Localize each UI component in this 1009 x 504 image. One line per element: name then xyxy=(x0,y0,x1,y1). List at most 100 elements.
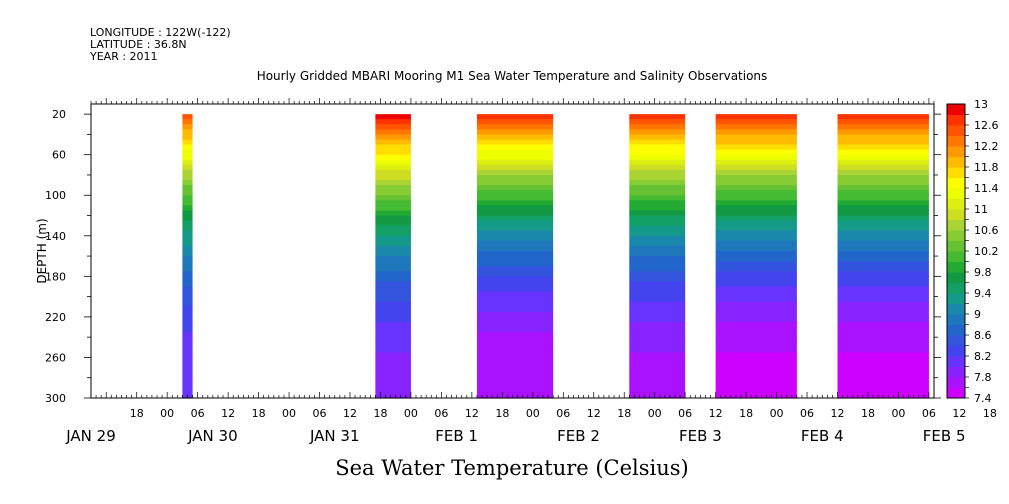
x-tick-labels: 18 00 06 12 18 00 06 12 18 00 06 12 18 00 06 12 18 00 06 12… xyxy=(130,407,997,420)
x-tick-label: 06 xyxy=(678,407,692,420)
data-band xyxy=(182,139,193,146)
data-band xyxy=(715,190,797,196)
data-band xyxy=(837,316,929,323)
data-band xyxy=(182,327,193,333)
colorbar-label: 9 xyxy=(974,308,981,321)
data-band xyxy=(182,382,193,389)
data-band xyxy=(837,261,929,267)
data-band xyxy=(476,210,554,217)
data-band xyxy=(629,286,686,293)
colorbar-swatch xyxy=(947,345,965,357)
data-band xyxy=(476,392,554,399)
data-band xyxy=(837,169,929,176)
data-band xyxy=(182,321,193,328)
data-band xyxy=(837,195,929,201)
colorbar-swatch xyxy=(947,114,965,126)
x-tick-label: 18 xyxy=(495,407,509,420)
data-band xyxy=(715,215,797,222)
data-band xyxy=(715,311,797,318)
data-band xyxy=(837,321,929,328)
data-band xyxy=(715,337,797,343)
y-tick-label: 100 xyxy=(45,189,66,202)
data-band xyxy=(629,392,686,399)
data-band xyxy=(476,134,554,141)
data-band xyxy=(629,291,686,298)
data-band xyxy=(715,276,797,283)
data-block xyxy=(375,114,411,399)
colorbar-label: 7.4 xyxy=(974,392,992,405)
data-band xyxy=(375,347,411,353)
data-band xyxy=(629,377,686,384)
data-band xyxy=(182,215,193,222)
data-band xyxy=(715,281,797,288)
data-band xyxy=(629,139,686,146)
data-band xyxy=(182,200,193,206)
data-band xyxy=(476,327,554,333)
data-band xyxy=(375,281,411,288)
x-tick-label: 18 xyxy=(373,407,387,420)
data-band xyxy=(715,164,797,171)
chart-title: Hourly Gridded MBARI Mooring M1 Sea Wate… xyxy=(257,69,768,83)
data-band xyxy=(182,159,193,166)
data-band xyxy=(629,256,686,262)
date-label: FEB 5 xyxy=(923,427,966,445)
data-band xyxy=(629,124,686,130)
data-band xyxy=(837,256,929,262)
colorbar-swatch xyxy=(947,156,965,168)
data-band xyxy=(629,134,686,141)
data-block xyxy=(715,114,797,399)
x-tick-label: 06 xyxy=(434,407,448,420)
data-band xyxy=(375,180,411,186)
x-tick-label: 06 xyxy=(922,407,936,420)
data-band xyxy=(182,164,193,171)
data-band xyxy=(629,316,686,323)
data-band xyxy=(476,301,554,308)
data-band xyxy=(715,220,797,227)
data-band xyxy=(476,144,554,151)
data-band xyxy=(715,306,797,313)
data-band xyxy=(182,377,193,384)
data-band xyxy=(375,342,411,348)
colorbar-swatch xyxy=(947,198,965,210)
data-band xyxy=(715,185,797,191)
data-band xyxy=(375,316,411,323)
data-band xyxy=(837,129,929,136)
data-block xyxy=(476,114,554,399)
data-band xyxy=(715,261,797,267)
data-band xyxy=(629,271,686,277)
x-tick-label: 18 xyxy=(252,407,266,420)
colorbar-swatch xyxy=(947,314,965,325)
data-band xyxy=(476,337,554,343)
x-tick-label: 12 xyxy=(952,407,966,420)
data-band xyxy=(182,281,193,288)
data-band xyxy=(837,387,929,394)
x-tick-label: 00 xyxy=(404,407,418,420)
data-band xyxy=(715,154,797,161)
data-band xyxy=(629,119,686,125)
data-band xyxy=(375,114,411,120)
data-band xyxy=(476,114,554,120)
colorbar-swatch xyxy=(947,209,965,220)
data-block xyxy=(837,114,929,399)
data-band xyxy=(476,306,554,313)
data-band xyxy=(182,261,193,267)
data-band xyxy=(715,357,797,364)
data-band xyxy=(715,271,797,277)
data-band xyxy=(629,266,686,272)
data-band xyxy=(629,327,686,333)
data-band xyxy=(375,159,411,166)
data-band xyxy=(715,139,797,146)
data-band xyxy=(182,342,193,348)
x-tick-label: 18 xyxy=(739,407,753,420)
data-band xyxy=(715,225,797,232)
data-band xyxy=(375,387,411,394)
data-band xyxy=(837,281,929,288)
data-band xyxy=(715,342,797,348)
data-band xyxy=(629,215,686,222)
data-band xyxy=(182,205,193,212)
data-band xyxy=(715,210,797,217)
data-band xyxy=(837,357,929,364)
date-label: JAN 30 xyxy=(187,427,238,445)
data-band xyxy=(837,332,929,338)
data-band xyxy=(629,235,686,242)
